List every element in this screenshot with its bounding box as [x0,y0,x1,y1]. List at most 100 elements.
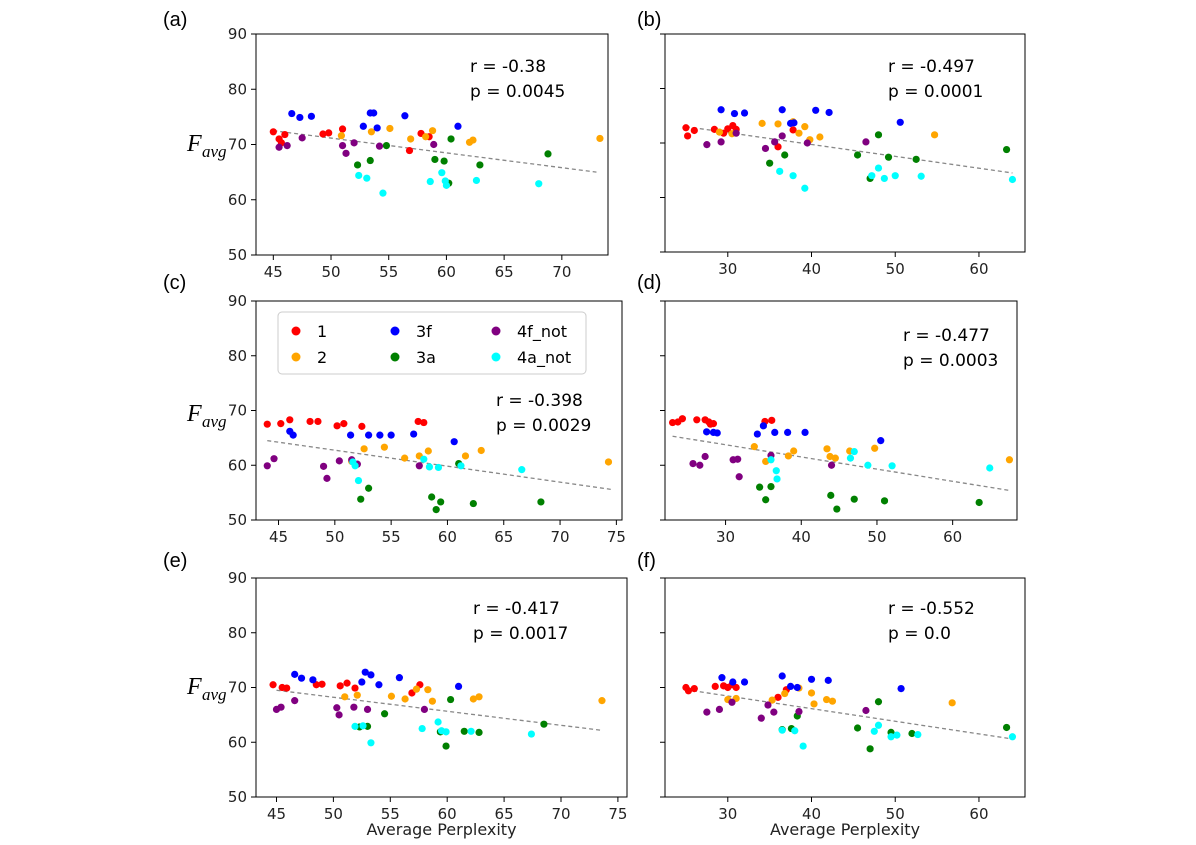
point-4a-not [776,167,784,175]
point-4a-not [418,724,426,733]
point-1 [269,128,277,136]
x-tick-label: 55 [382,528,401,546]
point-2 [428,697,436,705]
y-tick-label: 90 [228,25,247,43]
point-2 [428,127,437,135]
point-3f [365,431,373,439]
x-tick-label: 40 [802,260,821,278]
point-2 [768,696,776,704]
correlation-r: r = -0.398 [496,391,583,411]
point-3f [358,678,366,686]
point-4f-not [263,462,271,470]
point-3f [346,431,355,439]
point-4a-not [351,462,359,470]
point-3a [475,728,483,736]
x-tick-label: 65 [495,263,514,281]
point-4f-not [728,698,736,706]
point-2 [795,129,803,137]
trend-line [672,435,1010,492]
correlation-r: r = -0.417 [473,599,560,619]
point-1 [693,416,701,424]
point-2 [758,119,766,127]
p-value: p = 0.0 [888,624,951,644]
point-3f [296,113,304,122]
point-3f [288,109,296,118]
point-3f [771,428,779,436]
panel-d: (d) 30 40 50 60 r = -0.477 p = 0.0003 [637,272,1018,546]
point-2 [422,133,430,141]
point-2 [367,128,376,136]
point-1 [732,683,740,692]
point-3a [853,151,862,159]
point-3a [537,498,545,506]
point-3f [370,109,378,117]
point-4a-not [888,462,896,470]
point-4f-not [717,138,725,146]
x-tick-label: 45 [269,528,288,546]
point-4f-not [761,144,770,153]
point-1 [269,681,277,689]
point-4f-not [803,139,811,147]
point-4a-not [434,463,443,472]
point-3f [395,674,403,682]
point-3f [717,106,725,114]
point-3f [897,684,905,693]
point-2 [401,695,409,703]
point-3f [740,678,749,686]
x-tick-label: 60 [943,528,962,546]
point-2 [822,695,831,704]
point-2 [784,452,792,460]
panel-a: (a) 50 60 70 80 90 45 50 55 60 65 70 r = -0.38 p = 0.… [163,9,609,281]
point-1 [668,418,677,427]
correlation-r: r = -0.477 [903,326,990,346]
x-tick-label: 40 [802,805,821,823]
point-4a-not [425,463,434,471]
point-3a [912,155,920,163]
y-tick-label: 80 [228,347,247,365]
point-3f [759,422,768,430]
point-4a-not [438,169,446,177]
legend-marker [390,352,400,362]
point-2 [412,685,421,693]
legend-entry: 2 [317,348,327,367]
point-1 [774,693,782,701]
legend-marker [291,326,301,336]
point-4a-not [467,727,475,735]
point-3a [380,710,389,718]
point-3a [781,151,789,159]
point-3a [432,505,440,514]
x-tick-label: 50 [324,805,343,823]
point-1 [277,420,285,428]
point-3a [353,161,362,169]
y-axis-label: F [186,674,202,700]
point-1 [789,126,797,134]
point-4f-not [757,714,765,722]
point-3f [450,438,458,446]
x-axis-label: Average Perplexity [770,820,920,839]
point-3a [833,505,841,513]
point-3a [874,131,883,139]
correlation-r: r = -0.497 [888,57,975,77]
point-2 [386,124,394,133]
point-4a-not [535,180,543,188]
point-4a-not [846,454,855,462]
point-4f-not [862,706,870,715]
panel-b: (b) 30 40 50 60 r = -0.497 p = 0.0001 [637,9,1026,278]
point-3f [786,682,795,691]
point-4f-not [283,142,291,150]
point-1 [684,132,692,140]
point-4a-not [367,739,375,747]
point-3f [309,676,317,684]
point-4f-not [350,139,358,147]
point-4a-not [457,462,465,470]
point-1 [709,420,718,428]
point-4f-not [689,460,697,468]
legend-marker [291,352,301,362]
point-2 [1005,456,1014,464]
point-4f-not [277,703,285,711]
point-3a [437,498,445,506]
point-4f-not [342,149,350,157]
y-tick-label: 60 [228,191,247,209]
point-2 [401,454,409,462]
point-4f-not [375,142,384,150]
